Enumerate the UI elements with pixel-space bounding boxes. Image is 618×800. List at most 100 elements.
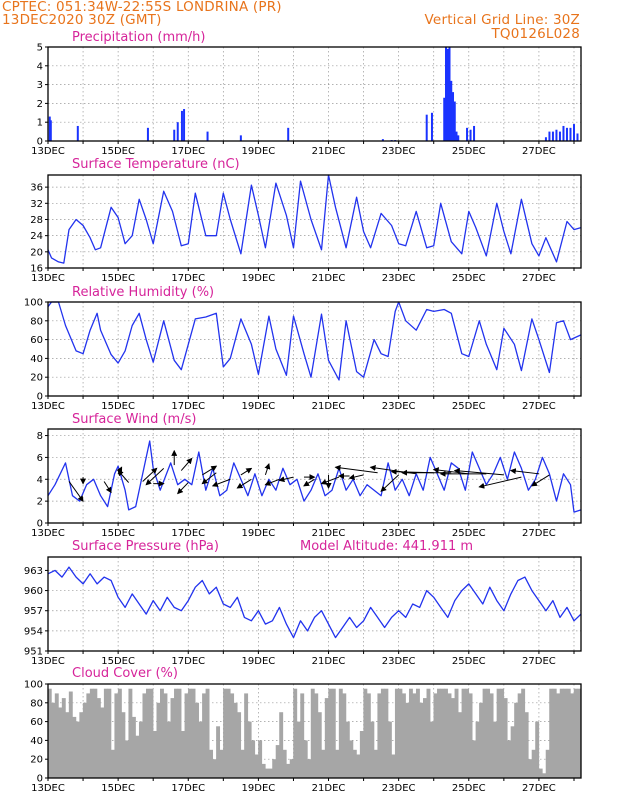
y-tick-label: 60 [30,335,43,346]
cloud-bar [556,693,561,778]
pres-title: Surface Pressure (hPa) [72,539,219,554]
wind-arrow [117,469,130,483]
cloud-bar [103,688,108,778]
cloud-bar [496,688,501,778]
station-header: CPTEC: 051:34W-22:55S LONDRINA (PR) [2,0,282,15]
date-label: 23DEC [382,656,416,667]
precip-bar [555,129,558,141]
precip-bar [466,127,469,141]
cloud-bar [310,688,315,778]
cloud-bar [335,749,340,778]
cloud-bar [552,688,557,778]
cloud-bar [279,712,284,778]
precip-bar [544,137,547,141]
date-label: 13DEC [31,656,65,667]
wind-arrow [264,463,271,476]
precip-bar [183,109,186,141]
precip-bar [562,125,565,141]
cloud-bar [535,721,540,778]
temp-frame [47,174,582,269]
cloud-bar [377,693,382,778]
cloud-bar [517,693,522,778]
date-label: 27DEC [522,401,556,412]
cloud-bar [131,716,136,778]
y-tick-label: 0 [37,137,43,148]
wind-arrow [211,478,231,487]
cloud-bar [75,721,80,778]
y-tick-label: 1 [37,118,43,129]
precip-bar [469,129,472,141]
cloud-bar [174,688,178,778]
cloud-bar [117,688,122,778]
cloud-bar [328,688,333,778]
y-tick-label: 16 [30,264,43,275]
y-tick-label: 28 [30,215,43,226]
cloud-bar [307,759,312,778]
date-label: 25DEC [452,656,486,667]
wind-arrow [478,476,522,489]
date-label: 17DEC [171,656,205,667]
cloud-bar [566,688,571,778]
cloud-bar [244,693,249,778]
cloud-bar [237,712,242,778]
date-label: 25DEC [452,401,486,412]
cloud-bar [472,740,477,778]
cloud-bar [563,688,568,778]
cloud-bar [433,693,438,778]
cloud-bar [167,721,171,778]
cloud-bar [408,688,413,778]
wind-arrow [177,482,189,495]
cloud-bar [331,688,336,778]
y-tick-label: 4 [37,61,43,72]
cloud-bar [489,693,494,778]
precip-bar [206,131,209,141]
y-tick-label: 0 [37,774,43,785]
cloud-bar [223,688,228,778]
date-label: 15DEC [101,528,135,539]
date-label: 15DEC [101,401,135,412]
date-label: 19DEC [242,401,276,412]
y-tick-label: 2 [37,497,43,508]
cloud-bar [233,702,238,778]
cloud-bar [507,740,512,778]
y-tick-label: 100 [24,298,43,309]
cloud-bar [324,698,329,778]
cloud-bar [251,740,256,778]
temp-line [47,174,582,264]
cloud-bar [359,731,364,778]
cloud-bar [296,721,301,778]
cloud-bar [401,693,406,778]
date-label: 17DEC [171,783,205,794]
cloud-bar [272,759,277,778]
cloud-bar [275,745,280,778]
cloud-bar [254,754,259,778]
precip-bar [49,120,52,141]
cloud-bar [451,698,455,778]
date-label: 17DEC [171,146,205,157]
date-label: 21DEC [312,146,346,157]
date-label: 23DEC [382,783,416,794]
date-label: 23DEC [382,401,416,412]
cloud-bar [191,688,196,778]
cloud-bar [261,763,266,778]
precip-bar [565,127,568,141]
cloud-bar [503,698,508,778]
precip-bar [48,116,51,141]
date-label: 17DEC [171,401,205,412]
wind-arrow [453,467,504,476]
cloud-bar [209,749,214,778]
cloud-bar [149,688,154,778]
date-label: 25DEC [452,146,486,157]
cloud-frame [47,683,582,779]
cloud-bar [170,698,175,778]
precip-bar [473,125,476,141]
y-tick-label: 20 [30,755,43,766]
cloud-bar [437,688,441,778]
y-tick-label: 80 [30,316,43,327]
precip-bar [76,125,79,141]
cloud-bar [419,702,424,778]
precip-bar [572,124,575,141]
cloud-bar [181,731,185,778]
date-label: 27DEC [522,528,556,539]
date-label: 19DEC [242,656,276,667]
